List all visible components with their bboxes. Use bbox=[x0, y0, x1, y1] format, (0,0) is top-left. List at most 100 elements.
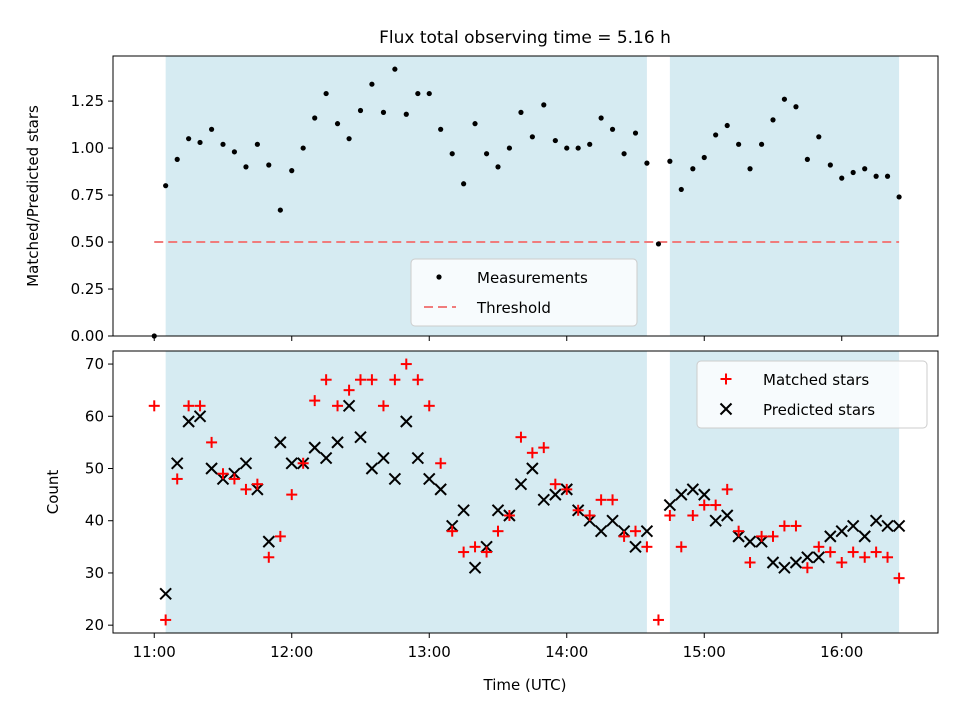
bottom-y-ticks: 20 30 40 50 60 70 bbox=[85, 355, 113, 634]
measurement-point bbox=[850, 169, 856, 176]
x-tick-label: 16:00 bbox=[820, 643, 863, 661]
measurement-point bbox=[220, 141, 226, 147]
y-tick-label: 0.75 bbox=[71, 186, 104, 204]
measurement-point bbox=[724, 122, 730, 129]
matched-star-point bbox=[400, 358, 412, 370]
measurement-point bbox=[862, 166, 868, 172]
measurement-point bbox=[461, 181, 467, 187]
measurement-point bbox=[609, 126, 616, 132]
measurement-point bbox=[186, 136, 192, 142]
top-x-ticks bbox=[153, 336, 843, 341]
matched-star-point bbox=[228, 473, 240, 485]
matched-star-point bbox=[813, 541, 825, 553]
predicted-star-point bbox=[423, 472, 436, 486]
measurement-point bbox=[174, 156, 180, 162]
predicted-star-point bbox=[514, 477, 528, 491]
predicted-star-point bbox=[824, 530, 837, 543]
matched-star-point bbox=[469, 541, 481, 553]
matched-star-point bbox=[274, 530, 286, 542]
measurement-point bbox=[289, 168, 295, 174]
predicted-star-point bbox=[629, 540, 642, 554]
matched-star-point bbox=[171, 473, 183, 485]
predicted-star-point bbox=[698, 488, 711, 501]
matched-star-point bbox=[675, 541, 687, 553]
matched-star-point bbox=[332, 400, 344, 412]
predicted-star-point bbox=[549, 488, 562, 501]
measurement-point bbox=[575, 145, 581, 151]
matched-star-point bbox=[343, 384, 355, 396]
matched-star-point bbox=[618, 530, 630, 542]
measurement-points bbox=[151, 66, 902, 339]
predicted-star-point bbox=[262, 535, 275, 548]
measurement-point bbox=[839, 175, 845, 181]
measurement-point bbox=[495, 164, 501, 170]
measurement-point bbox=[357, 107, 364, 114]
predicted-star-point bbox=[606, 514, 619, 527]
measurement-point bbox=[243, 164, 249, 170]
measurement-point bbox=[564, 145, 570, 151]
matched-star-point bbox=[286, 489, 298, 501]
measurement-point bbox=[621, 151, 627, 157]
predicted-star-point bbox=[388, 472, 402, 486]
predicted-star-point bbox=[308, 441, 321, 454]
x-tick-label: 14:00 bbox=[545, 643, 588, 661]
predicted-star-point bbox=[858, 530, 871, 543]
predicted-star-point bbox=[354, 430, 367, 444]
matched-star-point bbox=[435, 457, 447, 469]
matched-star-point bbox=[240, 483, 252, 495]
matched-star-point bbox=[183, 400, 195, 412]
measurement-point bbox=[403, 111, 409, 117]
measurement-point bbox=[655, 241, 662, 247]
matched-star-point bbox=[355, 374, 366, 386]
bottom-x-ticks: 11:00 12:00 13:00 14:00 15:00 16:00 bbox=[133, 633, 863, 661]
matched-star-point bbox=[836, 557, 848, 568]
measurement-point bbox=[804, 156, 810, 162]
legend-matched-marker bbox=[720, 373, 732, 385]
shaded-interval-0 bbox=[165, 351, 647, 633]
measurement-point bbox=[690, 166, 696, 172]
matched-star-point bbox=[687, 510, 699, 521]
measurement-point bbox=[587, 141, 593, 147]
matched-star-point bbox=[309, 395, 321, 407]
predicted-star-point bbox=[663, 498, 677, 512]
measurement-point bbox=[541, 102, 547, 108]
measurement-point bbox=[884, 173, 891, 179]
measurement-point bbox=[266, 162, 272, 168]
matched-star-point bbox=[194, 400, 206, 412]
legend-measurements-marker bbox=[436, 274, 442, 280]
predicted-star-point bbox=[193, 410, 207, 423]
matched-star-point bbox=[721, 483, 733, 495]
bottom-panel: 20 30 40 50 60 70 11:00 12:00 13:00 14:00 15:00 16… bbox=[44, 350, 939, 694]
matched-star-point bbox=[607, 494, 619, 506]
y-tick-label: 1.25 bbox=[71, 92, 104, 110]
measurement-point bbox=[231, 149, 238, 155]
predicted-star-point bbox=[400, 415, 413, 428]
predicted-star-point bbox=[331, 436, 344, 449]
matched-star-point bbox=[526, 447, 538, 459]
matched-star-point bbox=[492, 525, 504, 537]
x-tick-label: 12:00 bbox=[270, 643, 313, 661]
predicted-star-point bbox=[846, 519, 860, 533]
matched-star-point bbox=[423, 400, 435, 412]
matched-star-point bbox=[698, 499, 710, 511]
matched-star-point bbox=[481, 546, 493, 558]
measurement-point bbox=[816, 134, 822, 140]
predicted-star-point bbox=[869, 514, 883, 527]
top-shaded-intervals bbox=[165, 56, 900, 336]
predicted-star-point bbox=[457, 504, 470, 517]
matched-star-point bbox=[538, 442, 550, 454]
predicted-star-point bbox=[881, 519, 894, 533]
predicted-star-point bbox=[594, 524, 608, 538]
matched-star-point bbox=[767, 530, 779, 542]
measurement-point bbox=[472, 121, 478, 127]
predicted-star-point bbox=[342, 399, 356, 413]
predicted-star-point bbox=[171, 457, 184, 470]
matched-star-point bbox=[710, 499, 722, 511]
predicted-star-point bbox=[801, 551, 814, 564]
predicted-star-point bbox=[285, 457, 298, 470]
matched-star-point bbox=[251, 478, 263, 490]
predicted-star-point bbox=[686, 483, 700, 496]
y-tick-label: 0.50 bbox=[71, 233, 104, 251]
measurement-point bbox=[747, 166, 753, 172]
